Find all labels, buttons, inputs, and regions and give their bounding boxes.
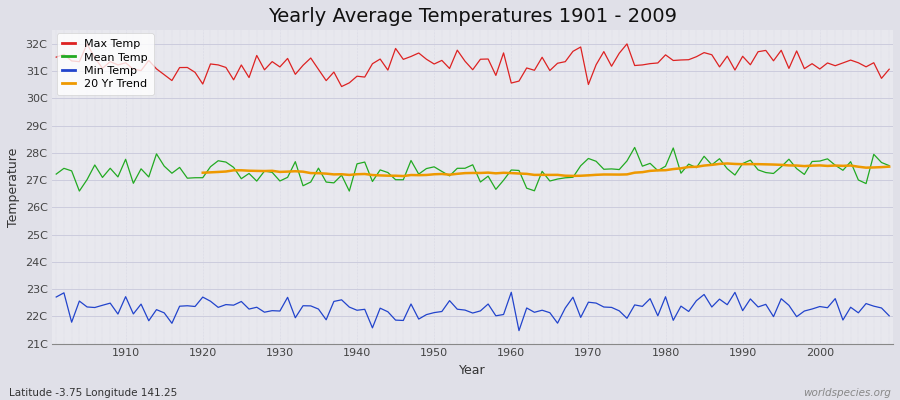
Legend: Max Temp, Mean Temp, Min Temp, 20 Yr Trend: Max Temp, Mean Temp, Min Temp, 20 Yr Tre… — [57, 34, 154, 95]
Y-axis label: Temperature: Temperature — [7, 147, 20, 227]
Text: Latitude -3.75 Longitude 141.25: Latitude -3.75 Longitude 141.25 — [9, 388, 177, 398]
Title: Yearly Average Temperatures 1901 - 2009: Yearly Average Temperatures 1901 - 2009 — [268, 7, 677, 26]
X-axis label: Year: Year — [459, 364, 486, 377]
Text: worldspecies.org: worldspecies.org — [803, 388, 891, 398]
